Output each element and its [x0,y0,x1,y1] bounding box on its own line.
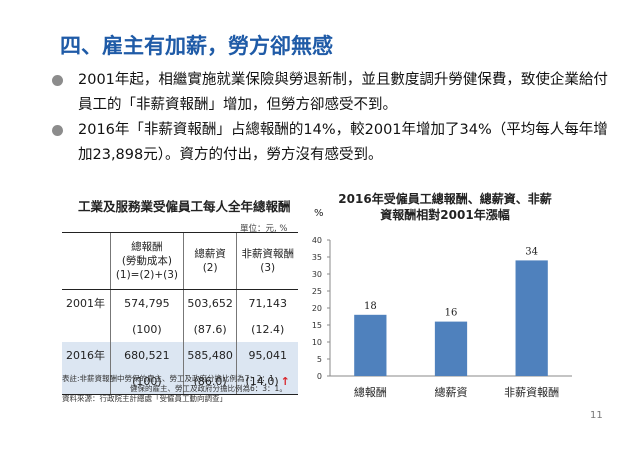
bar-value-label: 18 [364,301,377,312]
table-cell: (87.6) [182,316,237,342]
bullet-dot-icon [52,75,63,86]
table-row-year: 2001年 [66,297,105,310]
page-number: 11 [590,410,603,421]
y-tick-label: 30 [312,270,322,279]
bar-value-label: 34 [525,246,538,257]
bar-value-label: 16 [445,308,458,319]
table-cell: 574,795 [110,289,184,316]
table-title: 工業及服務業受僱員工每人全年總報酬 [78,199,291,214]
table-cell: 71,143 [236,289,298,316]
y-tick-label: 35 [312,253,322,262]
table-header-cell: 非薪資報酬 (3) [236,232,298,290]
chart-bar [515,260,548,376]
x-category-label: 總薪資 [435,385,468,399]
table-row-year-blank [62,316,111,342]
table-cell: (14.0) ↑ [236,368,298,395]
table-cell: 585,480 [182,342,237,368]
table-cell-value: (14.0) [245,374,279,388]
bullet-text: 2016年「非薪資報酬」占總報酬的14%，較2001年增加了34%（平均每人每年… [78,122,608,163]
up-arrow-icon: ↑ [280,374,290,388]
y-tick-label: 20 [312,304,322,313]
chart-y-axis-label: % [314,208,324,219]
table-note: 表註:非薪資報酬中勞保的雇主、勞工及政府分擔比例為7：2：1 [62,374,274,383]
table-header-cell: 總薪資 (2) [182,232,237,290]
table-header-corner [62,232,111,290]
bullet-item: 2016年「非薪資報酬」占總報酬的14%，較2001年增加了34%（平均每人每年… [52,118,612,168]
bullet-text: 2001年起，相繼實施就業保險與勞退新制，並且數度調升勞健保費，致使企業給付員工… [78,72,608,113]
y-tick-label: 15 [312,321,322,330]
chart-title: 2016年受僱員工總報酬、總薪資、非薪資報酬相對2001年漲幅 [338,192,552,222]
table-cell: (100) [110,368,184,395]
table-cell: (86.0) [182,368,237,395]
y-tick-label: 40 [312,236,322,245]
bullet-item: 2001年起，相繼實施就業保險與勞退新制，並且數度調升勞健保費，致使企業給付員工… [52,68,612,118]
table-unit: 單位：元, % [240,224,288,234]
y-tick-label: 0 [317,372,322,381]
chart-bar [434,321,468,376]
slide-title: 四、雇主有加薪，勞方卻無感 [60,34,333,58]
x-category-label: 非薪資報酬 [504,386,559,399]
compensation-table: 總報酬 (勞動成本) (1)=(2)+(3) 總薪資 (2) 非薪資報酬 (3)… [62,232,298,395]
table-header-cell: 總報酬 (勞動成本) (1)=(2)+(3) [110,232,184,290]
y-tick-label: 25 [312,287,322,296]
table-cell: (12.4) [236,316,298,342]
y-tick-label: 10 [312,338,322,347]
table-cell: 503,652 [182,289,237,316]
table-note: 健保的雇主、勞工及政府分擔比例為6：3：1。 [130,384,287,393]
chart-title-block: 2016年受僱員工總報酬、總薪資、非薪資報酬相對2001年漲幅 % [300,191,590,223]
table-cell: 680,521 [110,342,184,368]
chart-bar [354,314,387,376]
table-row: 2001年 574,795 503,652 71,143 [62,289,298,316]
x-category-label: 總報酬 [354,385,387,399]
bullet-dot-icon [52,125,63,136]
table-row-year-blank [62,368,111,395]
table-row: 2016年 680,521 585,480 95,041 [62,342,298,368]
table-source: 資料來源：行政院主計總處「受僱員工動向調查」 [62,394,227,403]
table-row: (100) (86.0) (14.0) ↑ [62,368,298,395]
table-cell: (100) [110,316,184,342]
table-header-row: 總報酬 (勞動成本) (1)=(2)+(3) 總薪資 (2) 非薪資報酬 (3) [62,232,298,290]
table-row: (100) (87.6) (12.4) [62,316,298,342]
table-cell: 95,041 [236,342,298,368]
bar-chart: 0 5 10 15 20 25 30 35 40 18 總報酬 16 總薪資 34 非薪資報酬 [312,236,572,399]
y-tick-label: 5 [317,355,322,364]
table-row-year: 2016年 [62,342,111,368]
